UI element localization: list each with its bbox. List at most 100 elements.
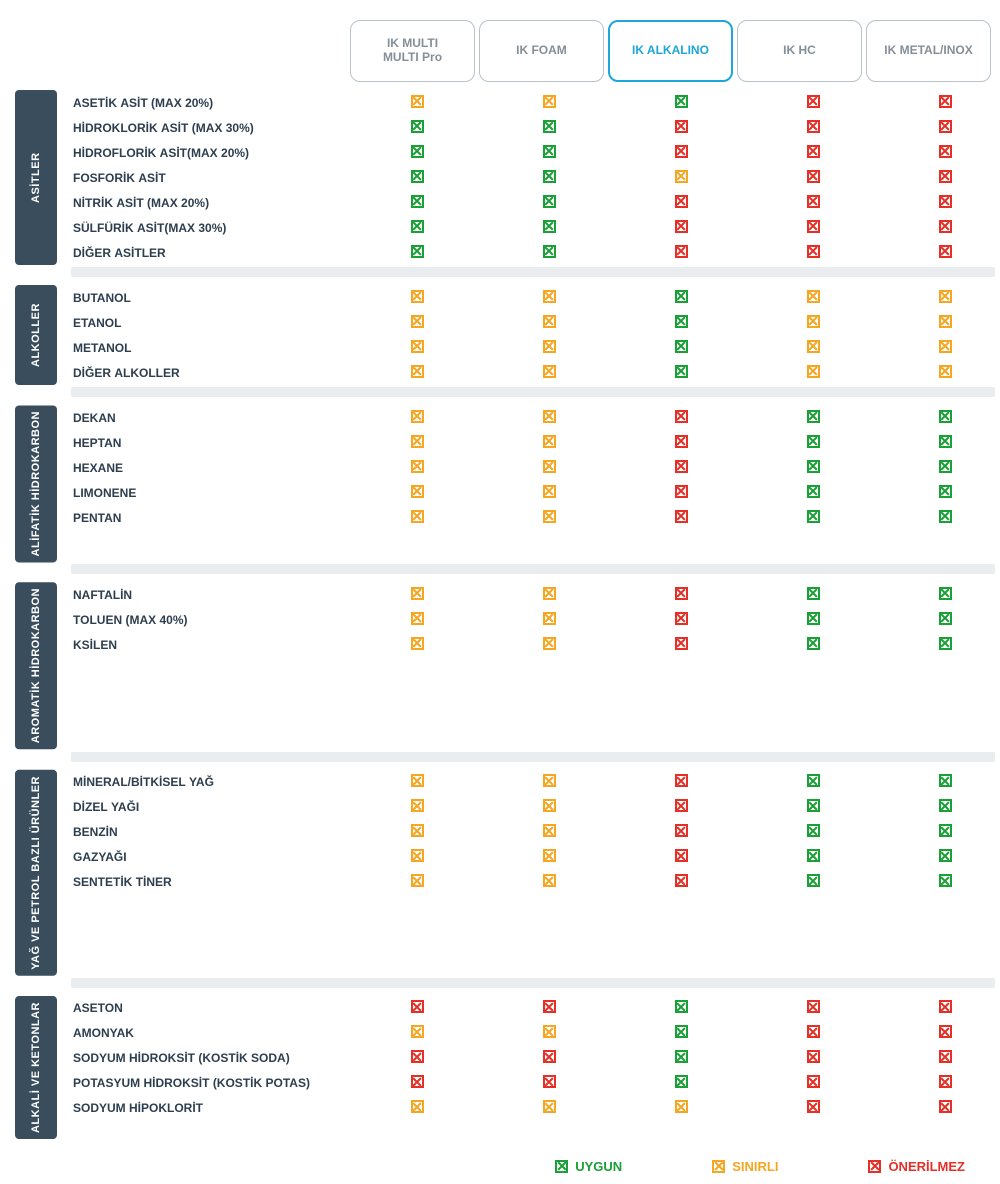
uygun-icon — [939, 874, 952, 887]
cell — [747, 220, 879, 236]
table-row: GAZYAĞI — [71, 845, 1000, 870]
cell — [615, 435, 747, 451]
row-label: HEXANE — [71, 461, 351, 475]
cell — [351, 485, 483, 501]
cell — [879, 824, 1000, 840]
cell — [483, 95, 615, 111]
uygun-icon — [939, 774, 952, 787]
legend-uygun: UYGUN — [555, 1159, 622, 1174]
column-header: IK ALKALINO — [608, 20, 733, 82]
row-label: DEKAN — [71, 411, 351, 425]
cell — [879, 1025, 1000, 1041]
uygun-icon — [675, 340, 688, 353]
row-label: ASETİK ASİT (MAX 20%) — [71, 96, 351, 110]
group-divider — [71, 978, 995, 988]
table-row: HEXANE — [71, 455, 1000, 480]
cell — [615, 1050, 747, 1066]
group-label: ALKALİ VE KETONLAR — [15, 996, 57, 1139]
table-row: NAFTALİN — [71, 582, 1000, 607]
cell — [351, 587, 483, 603]
cell — [747, 1075, 879, 1091]
onerilmez-icon — [675, 435, 688, 448]
sinirli-icon — [411, 587, 424, 600]
sinirli-icon — [411, 612, 424, 625]
cell — [351, 849, 483, 865]
onerilmez-icon — [411, 1050, 424, 1063]
group-divider — [71, 387, 995, 397]
onerilmez-icon — [807, 95, 820, 108]
onerilmez-icon — [939, 145, 952, 158]
group-divider — [71, 752, 995, 762]
cell — [615, 120, 747, 136]
onerilmez-icon — [939, 1025, 952, 1038]
table-row: SODYUM HİDROKSİT (KOSTİK SODA) — [71, 1046, 1000, 1071]
cell — [615, 460, 747, 476]
cell — [351, 1025, 483, 1041]
row-label: DİĞER ASİTLER — [71, 246, 351, 260]
cell — [351, 1075, 483, 1091]
onerilmez-icon — [675, 460, 688, 473]
row-label: HİDROFLORİK ASİT(MAX 20%) — [71, 146, 351, 160]
cell — [351, 245, 483, 261]
uygun-icon — [807, 849, 820, 862]
table-row: ETANOL — [71, 310, 1000, 335]
table-row: SODYUM HİPOKLORİT — [71, 1096, 1000, 1121]
cell — [879, 435, 1000, 451]
cell — [747, 510, 879, 526]
group-label: ALİFATİK HİDROKARBON — [15, 405, 57, 562]
cell — [747, 849, 879, 865]
cell — [483, 170, 615, 186]
row-label: NİTRİK ASİT (MAX 20%) — [71, 196, 351, 210]
cell — [615, 774, 747, 790]
sinirli-icon — [543, 849, 556, 862]
cell — [351, 1000, 483, 1016]
uygun-icon — [675, 1075, 688, 1088]
cell — [351, 799, 483, 815]
cell — [351, 410, 483, 426]
row-label: ETANOL — [71, 316, 351, 330]
legend-onerilmez: ÖNERİLMEZ — [868, 1159, 965, 1174]
group: AROMATİK HİDROKARBONNAFTALİNTOLUEN (MAX … — [15, 582, 995, 749]
uygun-icon — [543, 170, 556, 183]
sinirli-icon — [411, 315, 424, 328]
uygun-icon — [807, 410, 820, 423]
cell — [483, 849, 615, 865]
onerilmez-icon — [939, 195, 952, 208]
cell — [351, 290, 483, 306]
table-row: TOLUEN (MAX 40%) — [71, 607, 1000, 632]
group-label: YAĞ VE PETROL BAZLI ÜRÜNLER — [15, 770, 57, 976]
uygun-icon — [675, 1050, 688, 1063]
onerilmez-icon — [939, 1050, 952, 1063]
uygun-icon — [939, 824, 952, 837]
cell — [879, 145, 1000, 161]
uygun-icon — [939, 587, 952, 600]
cell — [483, 510, 615, 526]
uygun-icon — [807, 874, 820, 887]
sinirli-icon — [411, 774, 424, 787]
sinirli-icon — [411, 485, 424, 498]
row-label: MİNERAL/BİTKİSEL YAĞ — [71, 775, 351, 789]
onerilmez-icon — [675, 220, 688, 233]
sinirli-icon — [543, 510, 556, 523]
cell — [747, 290, 879, 306]
cell — [615, 1000, 747, 1016]
cell — [351, 340, 483, 356]
row-label: BUTANOL — [71, 291, 351, 305]
table-row: DİĞER ASİTLER — [71, 240, 1000, 265]
legend: UYGUN SINIRLI ÖNERİLMEZ — [15, 1159, 965, 1174]
sinirli-icon — [939, 365, 952, 378]
cell — [615, 245, 747, 261]
sinirli-icon — [939, 340, 952, 353]
onerilmez-icon — [675, 612, 688, 625]
onerilmez-icon — [939, 1075, 952, 1088]
table-row: HEPTAN — [71, 430, 1000, 455]
legend-label: ÖNERİLMEZ — [888, 1159, 965, 1174]
cell — [879, 774, 1000, 790]
uygun-icon — [411, 220, 424, 233]
cell — [351, 315, 483, 331]
uygun-icon — [807, 435, 820, 448]
uygun-icon — [939, 435, 952, 448]
sinirli-icon — [543, 485, 556, 498]
cell — [351, 774, 483, 790]
cell — [615, 290, 747, 306]
